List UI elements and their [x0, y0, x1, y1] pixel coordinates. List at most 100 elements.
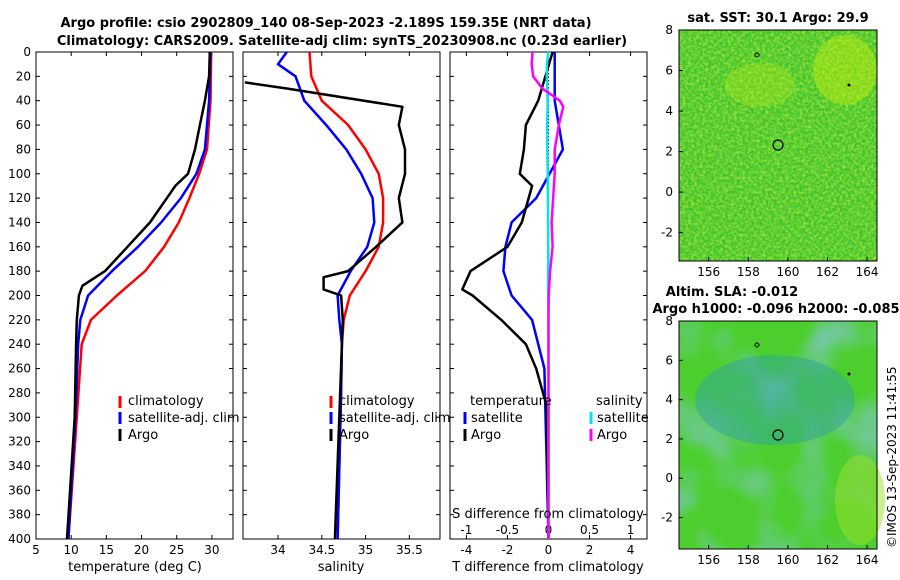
series-line-satellite-adj-clim — [276, 51, 376, 540]
map-x-tick-label: 160 — [776, 553, 799, 567]
sst-map-texture-dark — [679, 30, 877, 261]
sla-map: Altim. SLA: -0.012 Argo h1000: -0.096 h2… — [652, 285, 899, 567]
map-y-tick-label: -2 — [661, 226, 673, 240]
map-y-tick-label: -2 — [661, 511, 673, 525]
y-tick-label: 240 — [8, 337, 31, 351]
legend-argo-label: Argo — [128, 428, 158, 443]
sst-map-ticks: 156 158 160 162 164 8 6 4 2 0 -2 — [661, 23, 879, 279]
figure-title-line1: Argo profile: csio 2902809_140 08-Sep-20… — [60, 16, 591, 31]
y-tick-label: 400 — [8, 532, 31, 546]
map-x-tick-label: 164 — [856, 553, 879, 567]
salinity-legend: climatology satellite-adj. clim Argo — [329, 394, 451, 443]
salinity-xlabel: salinity — [318, 560, 365, 575]
map-y-tick-label: 4 — [665, 393, 673, 407]
sst-map-frame — [678, 29, 878, 262]
series-line-t-argo — [461, 51, 554, 540]
island-dot — [754, 342, 760, 348]
map-y-tick-label: 8 — [665, 23, 673, 37]
map-y-tick-label: 2 — [665, 145, 673, 159]
top-x-tick-label: 1 — [627, 523, 635, 537]
island-dot — [847, 372, 851, 376]
y-tick-label: 220 — [8, 313, 31, 327]
x-tick-label: 34 — [270, 543, 285, 557]
series-line-s-argo — [530, 51, 565, 539]
temperature-legend: climatology satellite-adj. clim Argo — [118, 394, 240, 443]
x-tick-label: -4 — [460, 543, 472, 557]
map-x-tick-label: 156 — [697, 265, 720, 279]
legend-t-satellite-label: satellite — [471, 411, 523, 426]
map-y-tick-label: 4 — [665, 104, 673, 118]
map-x-tick-label: 162 — [816, 553, 839, 567]
credit-stamp: ©IMOS 13-Sep-2023 11:41:55 — [885, 366, 899, 548]
map-x-tick-label: 158 — [737, 553, 760, 567]
x-tick-label: 25 — [169, 543, 184, 557]
map-x-tick-label: 158 — [737, 265, 760, 279]
y-tick-label: 320 — [8, 435, 31, 449]
sla-low-patch — [695, 355, 855, 445]
series-line-argo — [65, 51, 212, 540]
series-line-t-satellite — [502, 52, 565, 540]
difference-lines — [461, 51, 565, 540]
sla-high-patch — [835, 455, 885, 545]
map-x-tick-label: 156 — [697, 553, 720, 567]
salinity-ticks: 34 34.5 35 35.5 — [243, 51, 440, 557]
difference-top-xlabel: S difference from climatology — [452, 507, 644, 522]
legend-temperature-title: temperature — [470, 394, 552, 409]
y-tick-label: 380 — [8, 508, 31, 522]
difference-panel: -4 -2 0 2 4-1 -0.5 0 0.5 1 T difference from cli… — [449, 51, 649, 575]
y-tick-label: 20 — [16, 69, 31, 83]
top-x-tick-label: -1 — [460, 523, 472, 537]
island-dot — [754, 52, 760, 58]
y-tick-label: 80 — [16, 142, 31, 156]
x-tick-label: -2 — [501, 543, 513, 557]
difference-legend: temperature salinity satellite Argo sate… — [463, 394, 649, 443]
map-x-tick-label: 160 — [776, 265, 799, 279]
difference-xlabel: T difference from climatology — [451, 560, 644, 575]
y-tick-label: 360 — [8, 483, 31, 497]
x-tick-label: 4 — [627, 543, 635, 557]
map-x-tick-label: 162 — [816, 265, 839, 279]
map-y-tick-label: 6 — [665, 64, 673, 78]
legend-t-argo-label: Argo — [471, 428, 501, 443]
legend-argo-label: Argo — [339, 428, 369, 443]
temperature-lines — [65, 51, 213, 540]
temperature-xlabel: temperature (deg C) — [68, 560, 202, 575]
legend-satellite-label: satellite-adj. clim — [128, 411, 240, 426]
sla-map-title-line1: Altim. SLA: -0.012 — [666, 285, 798, 300]
x-tick-label: 15 — [99, 543, 114, 557]
y-tick-label: 140 — [8, 215, 31, 229]
sst-map: sat. SST: 30.1 Argo: 29.9 156 158 160 162 16… — [661, 11, 879, 279]
x-tick-label: 20 — [134, 543, 149, 557]
sst-warm-patch — [725, 63, 795, 107]
figure-title-line2: Climatology: CARS2009. Satellite-adj cli… — [57, 34, 627, 49]
legend-climatology-label: climatology — [128, 394, 204, 409]
x-tick-label: 34.5 — [308, 543, 335, 557]
salinity-lines — [244, 51, 407, 540]
y-tick-label: 200 — [8, 289, 31, 303]
map-y-tick-label: 0 — [665, 471, 673, 485]
sst-map-title: sat. SST: 30.1 Argo: 29.9 — [687, 11, 868, 26]
temperature-plot-frame — [35, 51, 234, 540]
x-tick-label: 10 — [64, 543, 79, 557]
y-tick-label: 0 — [23, 45, 31, 59]
y-tick-label: 180 — [8, 264, 31, 278]
argo-location-marker — [772, 139, 784, 151]
map-y-tick-label: 2 — [665, 432, 673, 446]
top-x-tick-label: 0.5 — [580, 523, 599, 537]
x-tick-label: 5 — [32, 543, 40, 557]
legend-satellite-label: satellite-adj. clim — [339, 411, 451, 426]
y-tick-label: 120 — [8, 191, 31, 205]
x-tick-label: 35 — [358, 543, 373, 557]
salinity-panel: 34 34.5 35 35.5 salinity climatology satell… — [242, 51, 451, 575]
x-tick-label: 2 — [586, 543, 594, 557]
x-tick-label: 35.5 — [396, 543, 423, 557]
temperature-panel: 0 20 40 60 80 100 120 140 160 180 200 220 240 260 280 3… — [8, 45, 240, 575]
sla-map-ticks: 156 158 160 162 164 8 6 4 2 0 -2 — [661, 314, 879, 567]
y-tick-label: 300 — [8, 410, 31, 424]
map-y-tick-label: 8 — [665, 314, 673, 328]
legend-s-argo-label: Argo — [597, 428, 627, 443]
map-x-tick-label: 164 — [856, 265, 879, 279]
temperature-ticks: 0 20 40 60 80 100 120 140 160 180 200 220 240 260 280 3… — [8, 45, 233, 557]
series-line-climatology — [308, 51, 385, 540]
y-tick-label: 40 — [16, 94, 31, 108]
